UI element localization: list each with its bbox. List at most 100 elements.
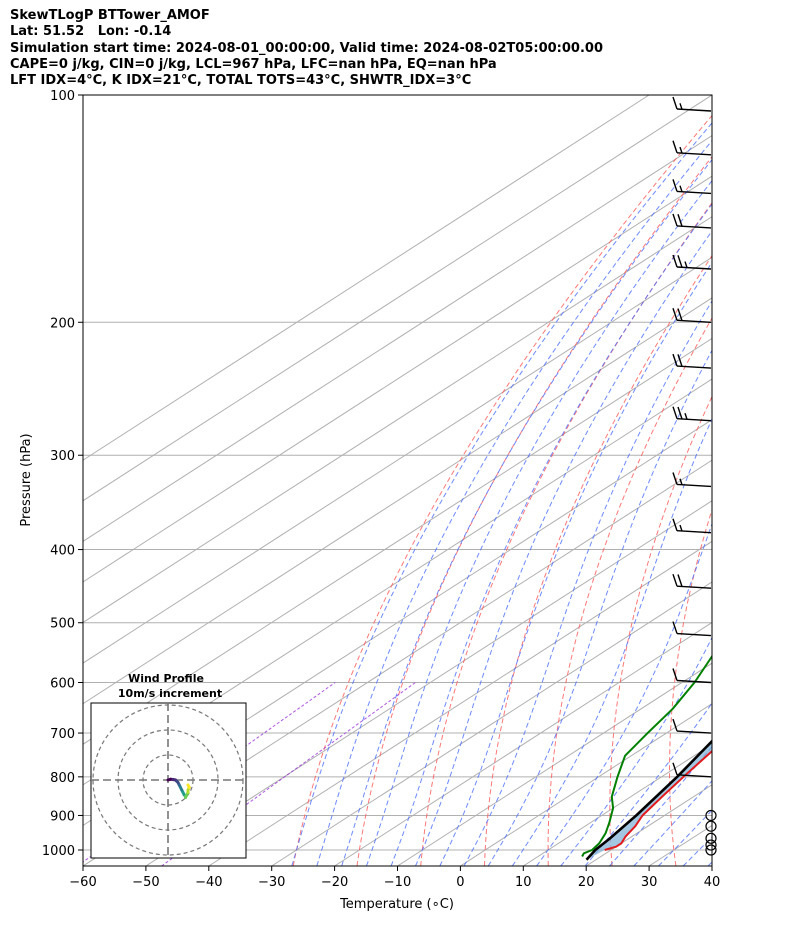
wind-barb (672, 472, 712, 488)
x-tick-label: 0 (456, 875, 464, 890)
y-tick-label: 200 (50, 316, 75, 331)
moist-adiabat (390, 203, 712, 866)
y-tick-label: 1000 (42, 844, 75, 859)
x-tick-label: −30 (258, 875, 285, 890)
y-axis-ticks: 100 200 300 400 500 600 700 800 900 1000 (42, 89, 83, 859)
y-tick-label: 500 (50, 617, 75, 632)
wind-barb (672, 406, 712, 422)
isotherm-line (208, 540, 712, 866)
wind-barb (672, 518, 712, 534)
dewpoint-profile (581, 654, 712, 857)
y-tick-label: 300 (50, 449, 75, 464)
moist-adiabat (633, 780, 712, 866)
y-axis-label: Pressure (hPa) (19, 433, 34, 526)
wind-barb (672, 179, 712, 195)
profile-lines (581, 654, 712, 861)
wind-barb (672, 254, 712, 270)
wind-profile-inset: Wind Profile 10m/s increment (90, 672, 247, 859)
isotherm-line (648, 824, 712, 866)
hodograph-segment (186, 783, 191, 789)
isotherm-line (83, 95, 712, 502)
dry-adiabat (609, 395, 712, 866)
isotherm-line (83, 216, 712, 624)
x-tick-label: −60 (69, 875, 96, 890)
dry-adiabat (727, 95, 794, 866)
x-tick-label: 10 (515, 875, 532, 890)
y-tick-label: 400 (50, 544, 75, 559)
calm-wind-circle (705, 832, 717, 844)
calm-wind-circle (705, 820, 717, 832)
x-axis-label: Temperature (∘C) (339, 897, 454, 912)
wind-barb (672, 573, 712, 589)
wind-barb (672, 621, 712, 637)
wind-barb (672, 213, 712, 229)
isotherm-line (83, 175, 712, 583)
x-tick-label: −20 (321, 875, 348, 890)
dry-adiabat (420, 202, 712, 866)
moist-adiabat (316, 139, 712, 866)
moist-adiabat (536, 522, 712, 866)
y-tick-label: 600 (50, 677, 75, 692)
isotherm-line (460, 703, 712, 866)
x-tick-label: −40 (195, 875, 222, 890)
isotherm-line (83, 297, 712, 705)
title-line-4: CAPE=0 j/kg, CIN=0 j/kg, LCL=967 hPa, LF… (10, 56, 497, 72)
inset-subtitle: 10m/s increment (118, 687, 222, 700)
wind-barb (672, 718, 712, 734)
isotherm-line (711, 865, 712, 866)
moist-adiabat (463, 300, 712, 866)
moist-adiabat (560, 636, 712, 866)
wind-barb (672, 668, 712, 684)
y-tick-label: 700 (50, 727, 75, 742)
calm-wind-circle (705, 844, 717, 856)
chart-title: SkewTLogP BTTower_AMOF Lat: 51.52 Lon: -… (10, 8, 603, 89)
moist-adiabat (682, 836, 712, 866)
temperature-profile (604, 749, 712, 851)
wind-barb (672, 140, 712, 156)
title-line-1: SkewTLogP BTTower_AMOF (10, 8, 210, 23)
wind-barb (672, 96, 712, 112)
y-tick-label: 900 (50, 809, 75, 824)
moist-adiabat (366, 179, 712, 866)
moist-adiabat (291, 122, 712, 866)
x-axis-ticks: −60 −50 −40 −30 −20 −10 0 10 20 30 40 (69, 866, 720, 890)
isotherm-line (83, 134, 712, 542)
x-tick-label: 30 (641, 875, 658, 890)
inset-title: Wind Profile (128, 672, 204, 685)
dry-adiabat (356, 155, 712, 866)
moist-adiabat (584, 702, 712, 866)
wind-barb (672, 308, 712, 323)
calm-wind-circle (705, 839, 717, 851)
dry-adiabat (292, 114, 712, 866)
parcel-profile (585, 739, 712, 861)
moist-adiabat (415, 230, 712, 866)
wind-barb (672, 353, 712, 369)
isotherm-line (775, 95, 794, 866)
isotherm-line (334, 621, 712, 866)
x-tick-label: −10 (384, 875, 411, 890)
moist-adiabat (341, 158, 712, 866)
title-line-2: Lat: 51.52 Lon: -0.14 (10, 24, 172, 40)
title-line-5: LFT IDX=4°C, K IDX=21°C, TOTAL TOTS=43°C… (10, 73, 472, 89)
moist-adiabat (707, 861, 712, 866)
wind-barbs (672, 96, 717, 856)
isotherm-line (83, 256, 712, 664)
y-tick-label: 100 (50, 89, 75, 104)
x-tick-label: 20 (578, 875, 595, 890)
isotherm-line (397, 662, 712, 866)
dry-adiabat (783, 95, 794, 866)
wind-barb (672, 762, 712, 778)
y-tick-label: 800 (50, 771, 75, 786)
x-tick-label: −50 (132, 875, 159, 890)
x-tick-label: 40 (704, 875, 721, 890)
calm-wind-circle (705, 809, 717, 822)
isotherm-line (83, 95, 650, 461)
isotherm-line (145, 500, 712, 866)
isotherm-line (271, 581, 712, 866)
moist-adiabat (511, 417, 712, 866)
moist-adiabat (439, 261, 712, 866)
title-line-3: Simulation start time: 2024-08-01_00:00:… (10, 40, 603, 56)
dry-adiabat (669, 508, 712, 866)
moist-adiabat (487, 349, 712, 866)
